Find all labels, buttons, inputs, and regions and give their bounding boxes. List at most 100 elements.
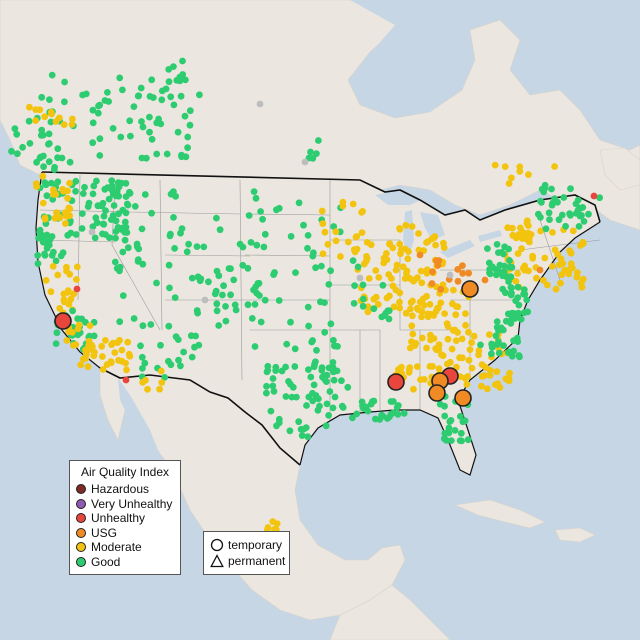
- station-marker: [300, 221, 307, 229]
- station-marker: [305, 393, 313, 401]
- station-marker: [111, 258, 119, 266]
- station-marker: [558, 211, 566, 219]
- station-marker: [380, 254, 388, 262]
- station-marker: [186, 107, 194, 115]
- station-marker: [428, 280, 436, 287]
- station-marker: [463, 381, 471, 388]
- hudson-bay-water: [350, 0, 470, 100]
- station-marker: [501, 163, 509, 171]
- station-marker: [418, 334, 426, 342]
- station-marker: [40, 152, 47, 160]
- station-marker: [486, 371, 494, 379]
- station-marker: [441, 310, 448, 317]
- station-marker: [54, 271, 62, 279]
- good-swatch: [76, 556, 86, 567]
- station-marker: [401, 275, 409, 282]
- station-marker: [270, 387, 278, 395]
- station-marker: [312, 358, 319, 366]
- legend-title: Air Quality Index: [80, 465, 170, 479]
- station-marker: [247, 239, 255, 246]
- station-marker: [313, 150, 320, 158]
- station-marker: [517, 315, 525, 323]
- station-marker: [8, 147, 15, 155]
- station-marker: [244, 264, 252, 272]
- station-marker: [499, 272, 506, 280]
- station-marker: [142, 376, 149, 384]
- station-marker: [360, 260, 368, 268]
- station-marker: [105, 195, 113, 203]
- station-marker: [440, 435, 448, 443]
- station-marker: [66, 270, 74, 278]
- station-marker: [557, 255, 565, 263]
- legend-label: permanent: [228, 554, 286, 568]
- legend-label: Hazardous: [91, 482, 150, 497]
- station-marker: [275, 419, 283, 427]
- station-marker: [437, 285, 445, 293]
- station-marker: [68, 329, 76, 336]
- station-marker: [93, 177, 100, 185]
- station-marker: [45, 130, 53, 138]
- cuba-land: [453, 499, 546, 529]
- station-marker: [523, 296, 531, 304]
- station-marker: [423, 344, 430, 352]
- station-marker: [111, 349, 119, 356]
- station-marker: [325, 281, 333, 288]
- station-marker: [579, 275, 587, 283]
- station-marker: [43, 192, 51, 200]
- station-marker: [79, 355, 87, 363]
- station-marker: [339, 202, 347, 210]
- station-marker: [52, 340, 60, 347]
- legend-item-hazardous: Hazardous: [76, 482, 174, 497]
- station-marker: [370, 305, 378, 313]
- station-marker: [358, 398, 366, 406]
- station-marker: [48, 110, 55, 118]
- station-marker: [66, 158, 74, 166]
- station-marker: [319, 250, 327, 258]
- station-marker: [211, 290, 219, 298]
- station-marker: [47, 288, 55, 296]
- station-marker: [458, 335, 466, 343]
- station-marker: [526, 238, 533, 246]
- station-marker: [177, 92, 185, 100]
- us-mexico-border: [99, 367, 301, 466]
- station-marker: [491, 161, 499, 169]
- station-marker: [546, 216, 553, 224]
- station-marker: [456, 354, 463, 362]
- station-marker: [364, 303, 372, 311]
- station-marker: [130, 103, 138, 110]
- station-marker: [486, 331, 493, 338]
- station-marker: [231, 301, 239, 309]
- station-marker: [365, 275, 373, 282]
- station-marker: [146, 113, 153, 121]
- station-marker: [580, 218, 588, 225]
- station-marker-large: [454, 389, 472, 407]
- station-marker: [372, 415, 379, 423]
- station-marker: [329, 404, 337, 412]
- station-marker: [112, 228, 120, 235]
- station-marker: [337, 253, 344, 260]
- station-marker: [392, 286, 400, 294]
- station-marker: [70, 290, 78, 298]
- station-marker: [304, 232, 312, 239]
- station-marker: [444, 335, 452, 343]
- station-marker: [508, 174, 515, 182]
- station-marker: [393, 261, 401, 269]
- station-marker: [94, 202, 102, 210]
- station-marker: [390, 303, 398, 311]
- station-marker: [398, 363, 405, 371]
- station-marker: [34, 252, 42, 259]
- station-marker: [147, 321, 155, 328]
- station-marker: [232, 306, 240, 314]
- station-marker: [481, 276, 489, 284]
- station-marker: [465, 356, 473, 364]
- station-marker: [123, 229, 131, 236]
- station-marker: [88, 228, 96, 236]
- station-marker: [461, 417, 469, 425]
- station-marker: [112, 234, 119, 242]
- station-marker: [475, 351, 482, 359]
- station-marker: [496, 384, 504, 391]
- station-marker: [548, 185, 555, 193]
- station-marker: [158, 96, 166, 104]
- station-marker: [98, 342, 106, 350]
- station-marker: [32, 117, 39, 124]
